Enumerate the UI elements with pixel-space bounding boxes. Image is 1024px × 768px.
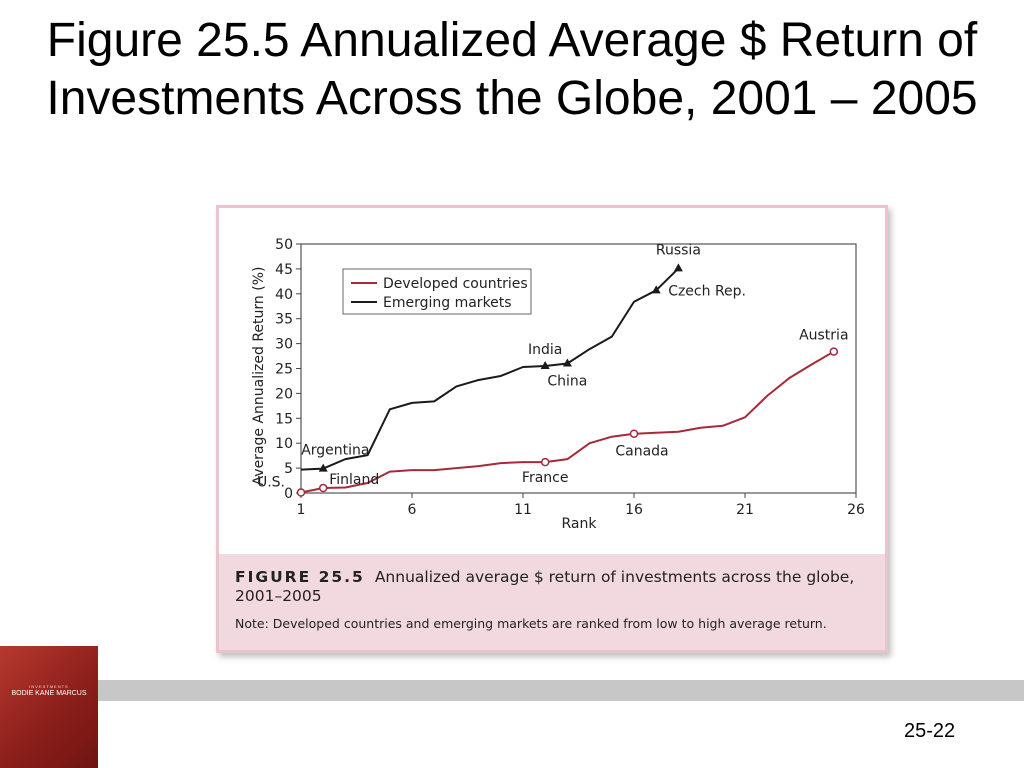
- point-label: China: [547, 374, 587, 390]
- developed-point-marker: [829, 347, 839, 356]
- y-tick-label: 30: [275, 337, 293, 353]
- developed-point-marker: [540, 457, 550, 467]
- point-label: France: [522, 470, 569, 486]
- x-tick-label: 16: [625, 502, 643, 518]
- x-tick-label: 1: [297, 502, 306, 518]
- caption-label: FIGURE 25.5: [235, 568, 365, 586]
- y-tick-label: 40: [275, 287, 293, 303]
- emerging-point-marker: [673, 263, 683, 272]
- y-tick-label: 0: [284, 486, 293, 502]
- y-tick-label: 50: [275, 237, 293, 253]
- point-label: Canada: [615, 444, 668, 460]
- y-tick-label: 10: [275, 436, 293, 452]
- point-label: U.S.: [257, 475, 285, 491]
- footer-bar: [98, 680, 1024, 701]
- y-tick-label: 25: [275, 362, 293, 378]
- y-tick-label: 20: [275, 386, 293, 402]
- y-tick-label: 5: [284, 461, 293, 477]
- developed-point-marker: [296, 488, 306, 497]
- page-number: 25-22: [904, 720, 956, 742]
- x-tick-label: 11: [514, 502, 532, 518]
- caption-heading: FIGURE 25.5 Annualized average $ return o…: [235, 568, 869, 606]
- legend-label-developed: Developed countries: [383, 276, 528, 292]
- logo-small-text: INVESTMENTS: [29, 684, 69, 689]
- figure-caption: FIGURE 25.5 Annualized average $ return o…: [219, 554, 885, 650]
- series-line-developed: [300, 350, 835, 494]
- emerging-point-marker: [562, 358, 572, 367]
- legend-label-emerging: Emerging markets: [383, 295, 512, 311]
- emerging-point-marker: [540, 361, 550, 370]
- logo-authors: BODIE KANE MARCUS: [11, 690, 87, 697]
- y-tick-label: 45: [275, 262, 293, 278]
- y-tick-label: 15: [275, 411, 293, 427]
- legend-box: [342, 268, 532, 315]
- y-tick-label: 35: [275, 312, 293, 328]
- figure-panel: 0 5 10 15 20 25 30 35 40 45 50 1 6 11 16 21 26 U.S. Finla…: [216, 205, 888, 653]
- x-axis-label: Rank: [562, 516, 598, 532]
- book-cover-logo: INVESTMENTS BODIE KANE MARCUS: [0, 646, 98, 768]
- point-label: Austria: [799, 328, 848, 344]
- point-label: Argentina: [301, 443, 369, 459]
- slide-title: Figure 25.5 Annualized Average $ Return …: [46, 14, 978, 125]
- developed-point-marker: [629, 429, 639, 438]
- developed-point-marker: [318, 483, 328, 493]
- x-tick-label: 6: [408, 502, 417, 518]
- point-label: Russia: [656, 242, 701, 258]
- y-axis-label: Average Annualized Return (%): [251, 267, 267, 486]
- series-line-emerging: [300, 267, 680, 471]
- point-label: Czech Rep.: [668, 283, 746, 299]
- series-markers: [296, 263, 839, 497]
- x-tick-label: 21: [736, 502, 754, 518]
- point-label: India: [528, 342, 562, 358]
- caption-note: Note: Developed countries and emerging m…: [235, 616, 827, 631]
- point-label: Finland: [329, 472, 379, 488]
- x-tick-label: 26: [847, 502, 865, 518]
- caption-text: Annualized average $ return of investmen…: [235, 568, 855, 605]
- emerging-point-marker: [651, 285, 661, 294]
- point-labels: U.S. Finland France Canada Austria Argentina I…: [257, 242, 849, 490]
- emerging-point-marker: [318, 463, 328, 472]
- series-lines: [300, 267, 835, 494]
- legend: Developed countries Emerging markets: [342, 268, 532, 315]
